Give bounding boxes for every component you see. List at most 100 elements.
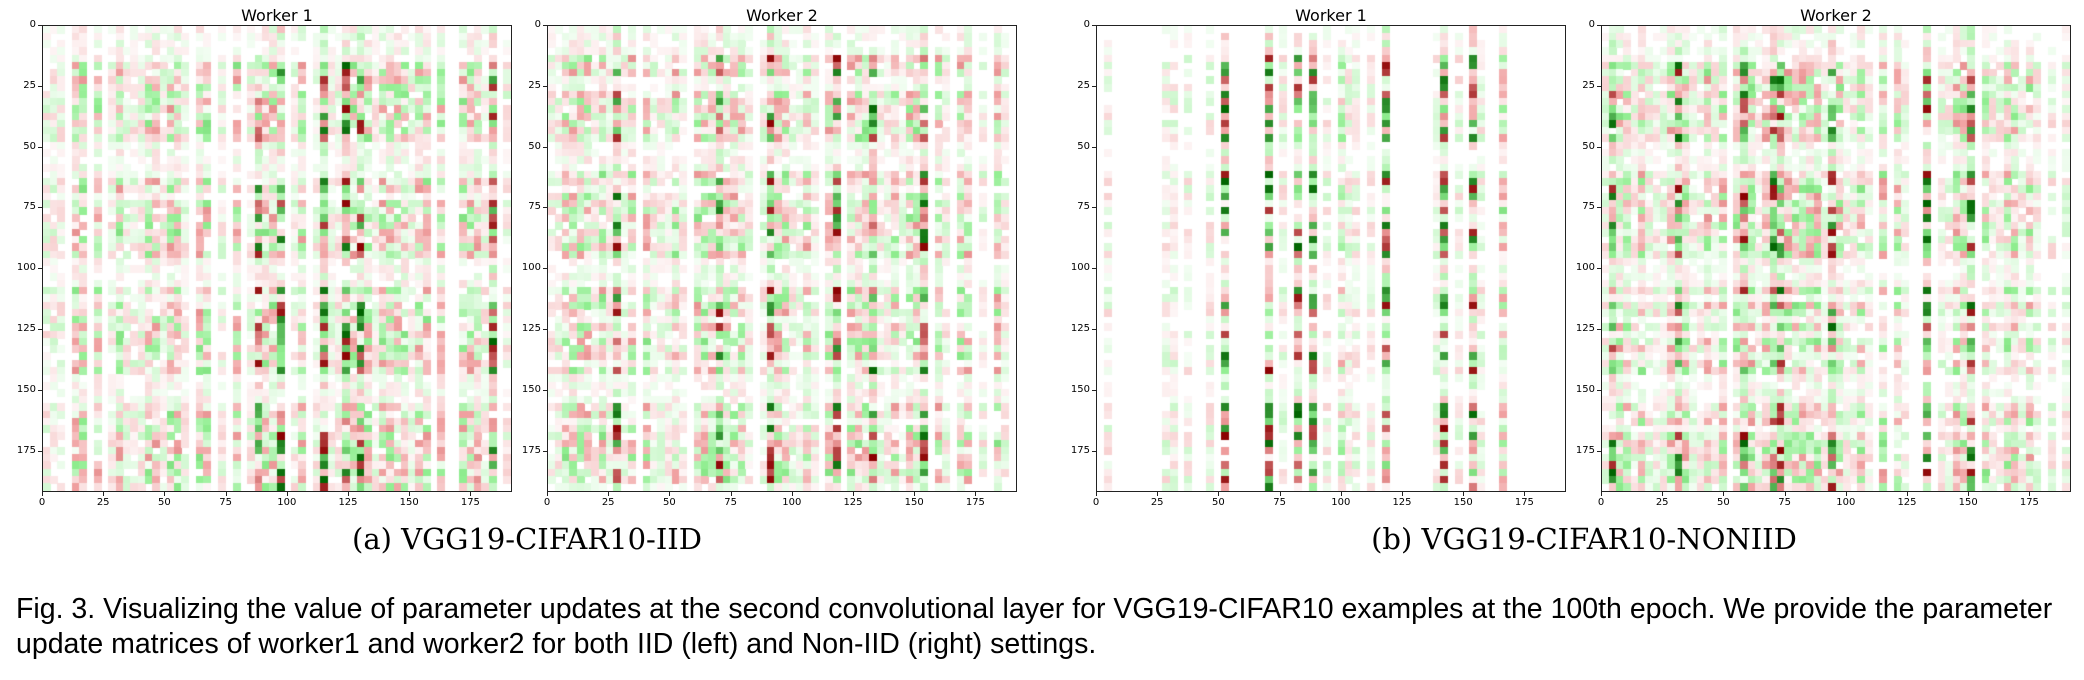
y-tick-mark	[1092, 329, 1096, 331]
x-tick-label: 175	[1514, 497, 1534, 508]
y-tick-label: 75	[23, 201, 36, 213]
x-tick-label: 150	[1958, 497, 1978, 508]
subcaption-b: (b) VGG19-CIFAR10-NONIID	[1371, 522, 1797, 556]
y-tick-label: 150	[521, 383, 541, 395]
heatmap-noniid-worker1	[1096, 25, 1566, 492]
y-tick-mark	[1092, 389, 1096, 391]
panel-title-noniid-worker2: Worker 2	[1800, 6, 1872, 25]
x-tick-label: 100	[1331, 497, 1351, 508]
y-tick-label: 125	[1070, 323, 1090, 335]
y-tick-mark	[543, 450, 547, 452]
x-tick-label: 100	[782, 497, 802, 508]
x-tick-mark	[286, 492, 288, 496]
x-tick-mark	[103, 492, 105, 496]
y-tick-label: 50	[23, 140, 36, 152]
y-tick-label: 175	[1070, 444, 1090, 456]
x-tick-mark	[1218, 492, 1220, 496]
x-tick-label: 75	[1273, 497, 1286, 508]
x-tick-label: 0	[1092, 497, 1100, 508]
y-tick-label: 25	[1582, 79, 1595, 91]
y-tick-label: 25	[1077, 79, 1090, 91]
x-tick-label: 175	[460, 497, 480, 508]
x-tick-mark	[1906, 492, 1908, 496]
x-tick-label: 0	[38, 497, 46, 508]
x-tick-mark	[914, 492, 916, 496]
y-tick-label: 150	[1575, 383, 1595, 395]
y-tick-label: 100	[1575, 262, 1595, 274]
y-tick-mark	[38, 207, 42, 209]
x-tick-mark	[730, 492, 732, 496]
x-tick-label: 25	[601, 497, 615, 508]
x-tick-mark	[1601, 492, 1602, 496]
x-tick-mark	[42, 492, 43, 496]
y-tick-label: 25	[23, 79, 36, 91]
x-tick-label: 175	[965, 497, 985, 508]
x-tick-label: 175	[2019, 497, 2039, 508]
y-tick-mark	[543, 268, 547, 270]
x-tick-label: 100	[277, 497, 297, 508]
x-tick-label: 50	[1717, 497, 1730, 508]
x-tick-label: 125	[338, 497, 358, 508]
y-tick-label: 0	[29, 19, 36, 30]
y-tick-label: 0	[1588, 19, 1595, 30]
y-tick-label: 75	[1077, 201, 1090, 213]
y-tick-mark	[1597, 389, 1601, 391]
y-tick-label: 25	[528, 79, 541, 91]
x-tick-label: 125	[1897, 497, 1917, 508]
x-tick-mark	[1401, 492, 1403, 496]
heatmap-iid-worker2	[547, 25, 1017, 492]
x-tick-mark	[852, 492, 854, 496]
heatmap-iid-worker1	[42, 25, 512, 492]
x-tick-label: 25	[1150, 497, 1164, 508]
x-tick-mark	[1340, 492, 1342, 496]
y-tick-mark	[38, 25, 42, 26]
y-tick-mark	[1597, 25, 1601, 26]
y-tick-mark	[543, 207, 547, 209]
y-tick-mark	[1092, 268, 1096, 270]
x-tick-label: 75	[219, 497, 232, 508]
heatmap-canvas-noniid-worker2	[1602, 26, 2070, 491]
x-tick-label: 25	[1655, 497, 1669, 508]
x-tick-label: 25	[96, 497, 110, 508]
x-tick-mark	[975, 492, 977, 496]
y-tick-label: 100	[1070, 262, 1090, 274]
y-tick-label: 50	[1077, 140, 1090, 152]
heatmap-canvas-iid-worker1	[43, 26, 511, 491]
y-tick-mark	[1597, 85, 1601, 87]
x-tick-mark	[1723, 492, 1725, 496]
y-tick-label: 150	[16, 383, 36, 395]
y-tick-label: 175	[1575, 444, 1595, 456]
heatmap-canvas-noniid-worker1	[1097, 26, 1565, 491]
y-tick-mark	[1597, 207, 1601, 209]
x-tick-mark	[791, 492, 793, 496]
x-tick-mark	[1784, 492, 1786, 496]
x-tick-mark	[608, 492, 610, 496]
x-tick-mark	[164, 492, 166, 496]
y-tick-label: 100	[521, 262, 541, 274]
y-tick-mark	[543, 146, 547, 148]
x-tick-label: 125	[1392, 497, 1412, 508]
y-tick-label: 125	[521, 323, 541, 335]
x-tick-mark	[1968, 492, 1970, 496]
y-tick-label: 125	[16, 323, 36, 335]
y-tick-mark	[38, 85, 42, 87]
y-tick-mark	[38, 450, 42, 452]
y-tick-label: 175	[521, 444, 541, 456]
y-tick-label: 75	[528, 201, 541, 213]
y-tick-mark	[1597, 450, 1601, 452]
y-tick-mark	[543, 25, 547, 26]
x-tick-label: 50	[158, 497, 171, 508]
y-tick-label: 75	[1582, 201, 1595, 213]
y-tick-mark	[1092, 25, 1096, 26]
x-tick-label: 100	[1836, 497, 1856, 508]
x-tick-mark	[1157, 492, 1159, 496]
x-tick-label: 75	[1778, 497, 1791, 508]
y-tick-mark	[1092, 146, 1096, 148]
x-tick-mark	[1845, 492, 1847, 496]
panel-title-iid-worker1: Worker 1	[241, 6, 313, 25]
y-tick-label: 50	[1582, 140, 1595, 152]
y-tick-mark	[1092, 207, 1096, 209]
y-tick-label: 50	[528, 140, 541, 152]
x-tick-label: 150	[399, 497, 419, 508]
x-tick-mark	[547, 492, 548, 496]
